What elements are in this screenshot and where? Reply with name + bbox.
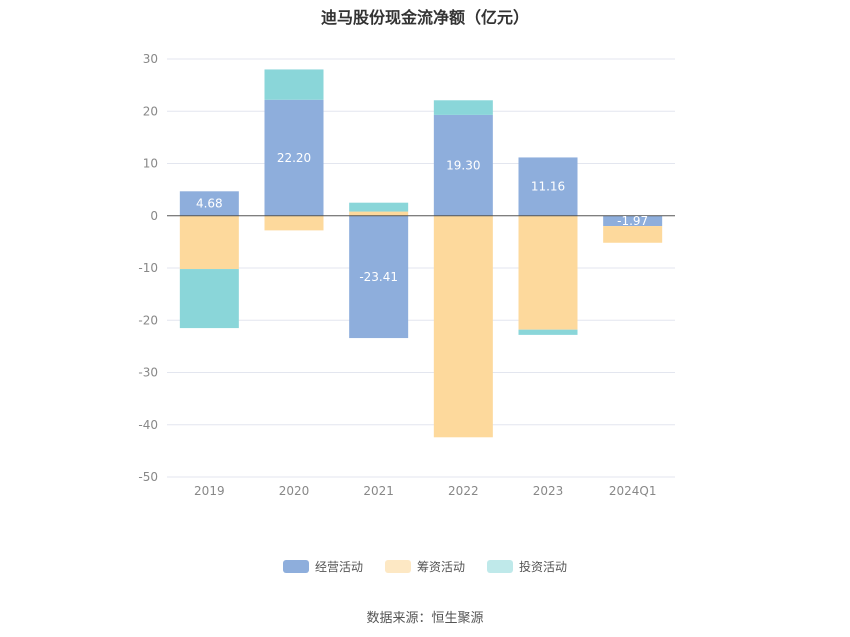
x-tick-label: 2023 (533, 484, 564, 498)
legend-swatch-financing (384, 560, 411, 573)
data-labels: 4.68 22.20 -23.41 19.30 11.16 -1.97 (196, 151, 648, 284)
x-tick-label: 2019 (194, 484, 225, 498)
y-tick-label: -30 (138, 366, 158, 380)
y-tick-label: 30 (143, 52, 158, 66)
x-tick-label: 2020 (279, 484, 310, 498)
bar-financing-2023[interactable] (518, 215, 578, 330)
data-label-2022: 19.30 (446, 158, 480, 172)
bar-investing-2022[interactable] (433, 100, 493, 115)
bar-financing-2024Q1[interactable] (603, 226, 663, 243)
bar-operating-2022[interactable] (433, 114, 493, 216)
y-tick-label: 0 (150, 209, 158, 223)
y-tick-label: -20 (138, 313, 158, 327)
bar-operating-2024Q1[interactable] (603, 215, 663, 227)
bar-marks (179, 69, 663, 438)
legend-label-financing: 筹资活动 (416, 560, 465, 574)
bar-financing-2022[interactable] (433, 215, 493, 438)
bar-operating-2021[interactable] (349, 215, 409, 339)
x-tick-label: 2022 (448, 484, 479, 498)
bar-investing-2021[interactable] (349, 202, 409, 212)
x-axis-ticks: 2019 2020 2021 2022 2023 2024Q1 (194, 484, 656, 498)
bar-investing-2020[interactable] (264, 69, 324, 100)
legend-swatch-investing (487, 560, 513, 573)
legend-label-operating: 经营活动 (314, 560, 363, 574)
bar-financing-2020[interactable] (264, 215, 324, 231)
data-label-2019: 4.68 (196, 197, 223, 211)
grid-lines (167, 58, 675, 478)
data-label-2020: 22.20 (277, 151, 311, 165)
bar-operating-2023[interactable] (518, 157, 578, 216)
data-label-2024Q1: -1.97 (617, 214, 648, 228)
bar-financing-2019[interactable] (179, 215, 239, 270)
bar-operating-2020[interactable] (264, 99, 324, 216)
y-tick-label: 20 (143, 104, 158, 118)
source-note: 数据来源：恒生聚源 (366, 611, 484, 626)
chart-title: 迪马股份现金流净额（亿元） (320, 8, 529, 27)
legend-item-financing[interactable]: 筹资活动 (384, 558, 465, 575)
data-label-2021: -23.41 (359, 270, 398, 284)
y-tick-label: -50 (138, 470, 158, 484)
bar-investing-2019[interactable] (179, 269, 239, 329)
y-tick-label: -40 (138, 418, 158, 432)
legend-label-investing: 投资活动 (519, 560, 568, 574)
legend: 经营活动 筹资活动 投资活动 (0, 558, 850, 575)
y-axis-ticks: 30 20 10 0 -10 -20 -30 -40 -50 (138, 52, 158, 484)
x-tick-label: 2024Q1 (609, 484, 657, 498)
data-label-2023: 11.16 (531, 180, 565, 194)
legend-swatch-operating (282, 560, 309, 573)
x-tick-label: 2021 (363, 484, 394, 498)
bar-financing-2021[interactable] (349, 211, 409, 216)
bar-operating-2019[interactable] (179, 191, 239, 216)
legend-item-investing[interactable]: 投资活动 (487, 558, 567, 575)
y-tick-label: -10 (138, 261, 158, 275)
legend-item-operating[interactable]: 经营活动 (282, 558, 363, 575)
y-tick-label: 10 (143, 157, 158, 171)
bar-investing-2023[interactable] (518, 329, 578, 335)
